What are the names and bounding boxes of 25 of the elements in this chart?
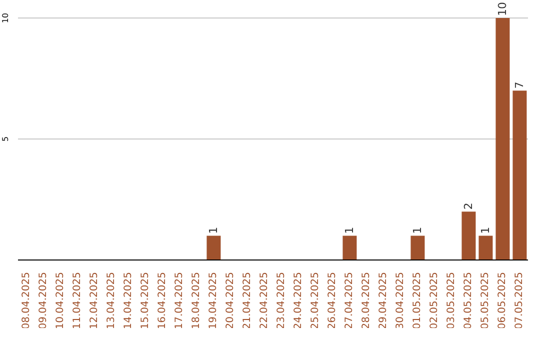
x-tick-label: 17.04.2025	[174, 272, 185, 330]
bar	[206, 236, 221, 260]
x-tick-label: 16.04.2025	[157, 272, 168, 330]
bar	[342, 236, 357, 260]
x-tick-label: 13.04.2025	[106, 272, 117, 330]
data-label: 2	[462, 202, 476, 210]
x-tick-label: 18.04.2025	[191, 272, 202, 330]
bar	[478, 236, 493, 260]
bar	[512, 90, 527, 260]
x-tick-label: 19.04.2025	[208, 272, 219, 330]
x-tick-label: 10.04.2025	[55, 272, 66, 330]
bar	[462, 212, 476, 260]
data-label: 1	[207, 226, 220, 234]
bar	[496, 18, 510, 260]
y-tick-label: 5	[1, 136, 10, 142]
bar	[410, 236, 425, 260]
x-tick-label: 12.04.2025	[89, 272, 100, 330]
x-tick-label: 14.04.2025	[123, 272, 134, 330]
x-tick-label: 11.04.2025	[72, 272, 83, 330]
data-label: 7	[513, 82, 526, 89]
data-label: 1	[411, 226, 424, 234]
data-label: 10	[496, 2, 510, 16]
x-tick-label: 15.04.2025	[140, 272, 151, 330]
data-label: 1	[479, 226, 492, 234]
data-label: 1	[343, 226, 356, 234]
